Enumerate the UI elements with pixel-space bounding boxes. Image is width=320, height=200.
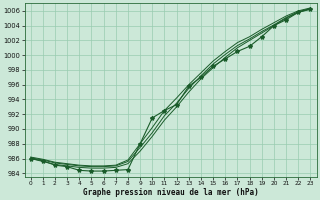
X-axis label: Graphe pression niveau de la mer (hPa): Graphe pression niveau de la mer (hPa): [83, 188, 258, 197]
